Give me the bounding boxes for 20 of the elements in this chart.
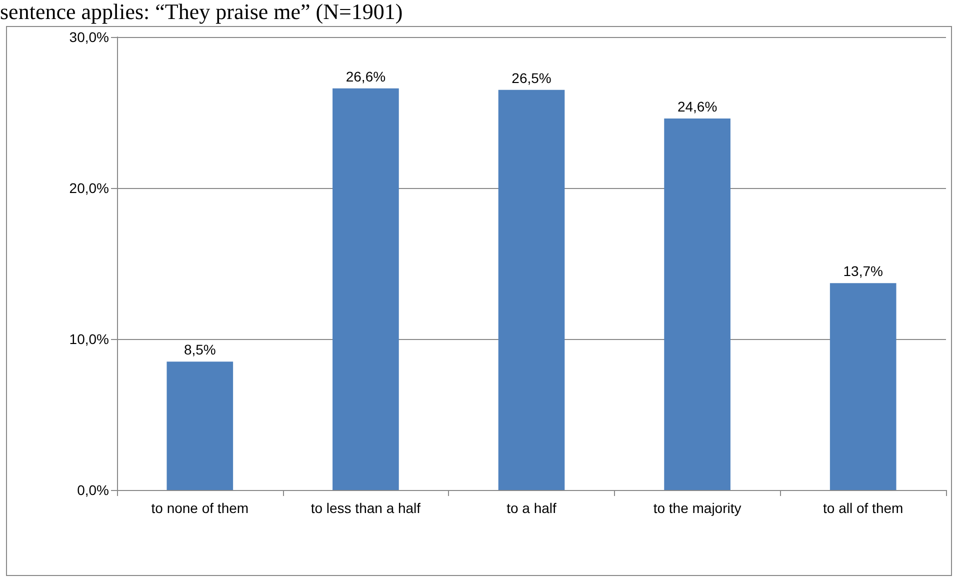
data-label: 24,6%: [677, 98, 718, 115]
y-tick-label: 20,0%: [69, 180, 109, 196]
bar: [332, 88, 399, 490]
x-tick-label: to a half: [506, 500, 557, 516]
x-tick-label: to none of them: [151, 500, 249, 516]
x-tick-label: to the majority: [653, 500, 742, 516]
bar: [830, 283, 896, 490]
data-label: 26,5%: [512, 70, 552, 86]
chart-title: sentence applies: “They praise me” (N=1901): [0, 0, 404, 24]
y-tick-label: 10,0%: [69, 331, 109, 347]
y-tick-label: 0,0%: [77, 482, 109, 498]
x-tick-label: to less than a half: [310, 500, 421, 516]
data-label: 26,6%: [346, 68, 386, 84]
data-label: 13,7%: [843, 263, 883, 280]
bar: [498, 90, 565, 490]
y-tick-label: 30,0%: [69, 29, 109, 45]
data-label: 8,5%: [184, 342, 216, 358]
bar: [664, 118, 730, 490]
x-tick-label: to all of them: [823, 500, 904, 516]
bar: [166, 362, 234, 490]
